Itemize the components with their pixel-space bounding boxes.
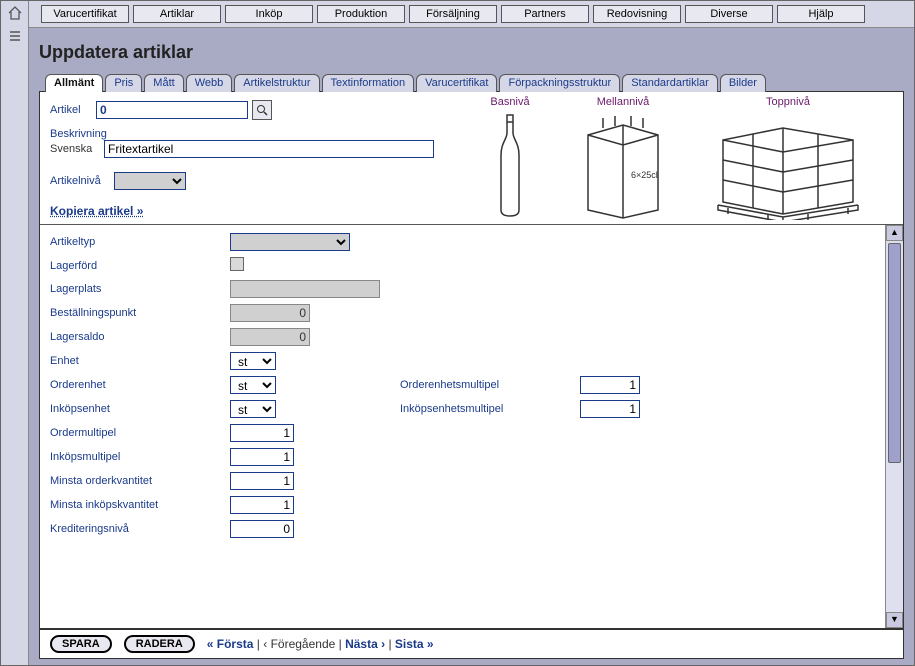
artikel-label: Artikel: [50, 104, 96, 116]
lagerplats-field: [230, 280, 380, 298]
mellanniva-label: Mellannivå: [573, 96, 673, 108]
basniva-label: Basnivå: [487, 96, 533, 108]
menu-forsaljning[interactable]: Försäljning: [409, 5, 497, 23]
box-icon: 6×25cl: [573, 110, 673, 220]
artikel-input[interactable]: [96, 101, 248, 119]
tab-pris[interactable]: Pris: [105, 74, 142, 92]
orderenhet-label: Orderenhet: [50, 379, 230, 391]
delete-button[interactable]: RADERA: [124, 635, 195, 653]
orderenhetsmultipel-label: Orderenhetsmultipel: [400, 379, 580, 391]
beskrivning-label: Beskrivning: [50, 128, 107, 140]
orderenhetsmultipel-input[interactable]: [580, 376, 640, 394]
artikelniva-select[interactable]: [114, 172, 186, 190]
inkopsenhetsmultipel-label: Inköpsenhetsmultipel: [400, 403, 580, 415]
scroll-up-icon[interactable]: ▲: [886, 225, 903, 241]
search-icon: [256, 104, 268, 116]
inkopsenhet-label: Inköpsenhet: [50, 403, 230, 415]
bestallningspunkt-field: 0: [230, 304, 310, 322]
scroll-down-icon[interactable]: ▼: [886, 612, 903, 628]
bottle-icon: [487, 110, 533, 220]
tab-textinformation[interactable]: Textinformation: [322, 74, 415, 92]
svg-text:6×25cl: 6×25cl: [631, 170, 658, 180]
tab-varucertifikat[interactable]: Varucertifikat: [416, 74, 497, 92]
artikelniva-label: Artikelnivå: [50, 175, 114, 187]
tab-webb[interactable]: Webb: [186, 74, 233, 92]
artikel-search-button[interactable]: [252, 100, 272, 120]
scrollbar[interactable]: ▲ ▼: [885, 225, 903, 628]
enhet-select[interactable]: st: [230, 352, 276, 370]
ordermultipel-input[interactable]: [230, 424, 294, 442]
form-scroll-area: Artikeltyp Lagerförd Lagerplats Beställn…: [40, 225, 885, 628]
minsta-orderkv-input[interactable]: [230, 472, 294, 490]
inkopsenhetsmultipel-input[interactable]: [580, 400, 640, 418]
tab-standardartiklar[interactable]: Standardartiklar: [622, 74, 718, 92]
svenska-input[interactable]: [104, 140, 434, 158]
pallet-icon: [713, 110, 863, 220]
tab-bar: Allmänt Pris Mått Webb Artikelstruktur T…: [39, 73, 904, 91]
menu-partners[interactable]: Partners: [501, 5, 589, 23]
kopiera-artikel-link[interactable]: Kopiera artikel »: [50, 204, 143, 218]
enhet-label: Enhet: [50, 355, 230, 367]
tab-forpackningsstruktur[interactable]: Förpackningsstruktur: [499, 74, 620, 92]
home-icon[interactable]: [7, 5, 23, 24]
page-title: Uppdatera artiklar: [39, 42, 904, 63]
scroll-thumb[interactable]: [888, 243, 901, 463]
lagersaldo-label: Lagersaldo: [50, 331, 230, 343]
panel-top: Artikel Beskrivning Svenska Art: [40, 92, 903, 225]
tab-bilder[interactable]: Bilder: [720, 74, 766, 92]
menu-redovisning[interactable]: Redovisning: [593, 5, 681, 23]
artikeltyp-select[interactable]: [230, 233, 350, 251]
inkopsenhet-select[interactable]: st: [230, 400, 276, 418]
lagersaldo-field: 0: [230, 328, 310, 346]
ordermultipel-label: Ordermultipel: [50, 427, 230, 439]
level-illustrations: Basnivå Mellannivå: [487, 96, 863, 223]
nav-prev[interactable]: ‹ Föregående: [263, 637, 335, 651]
menu-produktion[interactable]: Produktion: [317, 5, 405, 23]
toppniva-label: Toppnivå: [713, 96, 863, 108]
left-toolbar: [1, 1, 29, 665]
lagerford-label: Lagerförd: [50, 260, 230, 272]
svenska-label: Svenska: [50, 143, 104, 155]
nav-next[interactable]: Nästa ›: [345, 637, 385, 651]
tab-artikelstruktur[interactable]: Artikelstruktur: [234, 74, 319, 92]
tab-matt[interactable]: Mått: [144, 74, 183, 92]
nav-last[interactable]: Sista »: [395, 637, 434, 651]
inkopsmultipel-input[interactable]: [230, 448, 294, 466]
krediteringsniva-input[interactable]: [230, 520, 294, 538]
artikeltyp-label: Artikeltyp: [50, 236, 230, 248]
top-menu: Varucertifikat Artiklar Inköp Produktion…: [29, 1, 914, 28]
bestallningspunkt-label: Beställningspunkt: [50, 307, 230, 319]
menu-artiklar[interactable]: Artiklar: [133, 5, 221, 23]
save-button[interactable]: SPARA: [50, 635, 112, 653]
inkopsmultipel-label: Inköpsmultipel: [50, 451, 230, 463]
lagerplats-label: Lagerplats: [50, 283, 230, 295]
menu-hjalp[interactable]: Hjälp: [777, 5, 865, 23]
panel: Artikel Beskrivning Svenska Art: [39, 91, 904, 659]
list-icon[interactable]: [7, 28, 23, 47]
menu-diverse[interactable]: Diverse: [685, 5, 773, 23]
tab-allmant[interactable]: Allmänt: [45, 74, 103, 92]
bottom-bar: SPARA RADERA « Första | ‹ Föregående | N…: [40, 628, 903, 658]
minsta-inkopskv-label: Minsta inköpskvantitet: [50, 499, 230, 511]
orderenhet-select[interactable]: st: [230, 376, 276, 394]
menu-inkop[interactable]: Inköp: [225, 5, 313, 23]
menu-varucertifikat[interactable]: Varucertifikat: [41, 5, 129, 23]
krediteringsniva-label: Krediteringsnivå: [50, 523, 230, 535]
minsta-inkopskv-input[interactable]: [230, 496, 294, 514]
minsta-orderkv-label: Minsta orderkvantitet: [50, 475, 230, 487]
nav-first[interactable]: « Första: [207, 637, 254, 651]
lagerford-checkbox[interactable]: [230, 257, 244, 271]
